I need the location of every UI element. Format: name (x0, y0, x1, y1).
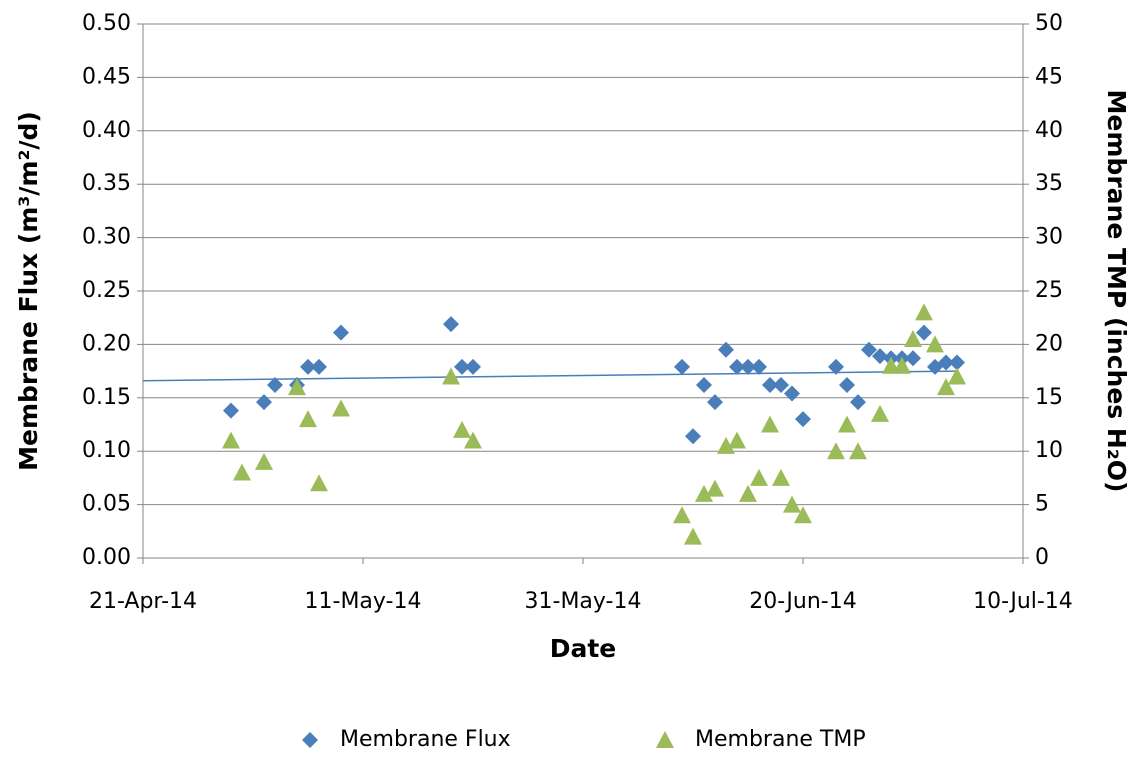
y2-tick-label: 45 (1035, 64, 1063, 89)
triangle-point (717, 436, 735, 454)
y2-tick-label: 20 (1035, 331, 1063, 356)
diamond-point (256, 394, 272, 411)
diamond-point (696, 376, 712, 393)
x-tick-label: 21-Apr-14 (89, 589, 197, 614)
x-tick-label: 10-Jul-14 (973, 589, 1073, 614)
triangle-point (838, 415, 856, 433)
triangle-point (904, 330, 922, 348)
triangle-point (222, 431, 240, 449)
diamond-point (443, 316, 459, 333)
triangle-point (706, 479, 724, 497)
triangle-point (233, 463, 251, 481)
triangle-point (464, 431, 482, 449)
diamond-point (861, 341, 877, 358)
diamond-point (850, 394, 866, 411)
x-tick-label: 20-Jun-14 (749, 589, 856, 614)
y-tick-label: 0.15 (82, 385, 131, 410)
diamond-point (949, 354, 965, 371)
diamond-point (828, 358, 844, 375)
triangle-point (849, 442, 867, 460)
y2-tick-label: 15 (1035, 385, 1063, 410)
diamond-point (795, 411, 811, 428)
diamond-point (674, 358, 690, 375)
x-tick-label: 31-May-14 (525, 589, 642, 614)
diamond-point (751, 358, 767, 375)
triangle-point (893, 356, 911, 374)
y2-tick-label: 40 (1035, 118, 1063, 143)
diamond-point (311, 358, 327, 375)
triangle-point (761, 415, 779, 433)
triangle-point (827, 442, 845, 460)
y2-tick-label: 35 (1035, 171, 1063, 196)
triangle-point (442, 367, 460, 385)
triangle-point (310, 474, 328, 492)
diamond-point (718, 341, 734, 358)
triangle-point (695, 484, 713, 502)
triangle-point (299, 410, 317, 428)
y-tick-label: 0.45 (82, 64, 131, 89)
y2-tick-label: 50 (1035, 11, 1063, 36)
y-tick-label: 0.00 (82, 545, 131, 570)
triangle-point (673, 506, 691, 524)
diamond-point (300, 358, 316, 375)
triangle-point (332, 399, 350, 417)
y2-tick-label: 0 (1035, 545, 1049, 570)
diamond-point (267, 376, 283, 393)
triangle-point (871, 404, 889, 422)
diamond-point (454, 358, 470, 375)
triangle-point (739, 484, 757, 502)
triangle-point (772, 468, 790, 486)
diamond-point (729, 358, 745, 375)
diamond-point (938, 354, 954, 371)
triangle-point (750, 468, 768, 486)
diamond-point (762, 376, 778, 393)
trendline (142, 370, 958, 382)
y2-tick-label: 5 (1035, 492, 1049, 517)
triangle-point (288, 378, 306, 396)
diamond-point (740, 358, 756, 375)
triangle-point (915, 303, 933, 321)
y-tick-label: 0.10 (82, 438, 131, 463)
diamond-point (905, 350, 921, 367)
legend-label: Membrane TMP (695, 727, 866, 752)
y-tick-label: 0.35 (82, 171, 131, 196)
y2-tick-label: 25 (1035, 278, 1063, 303)
diamond-point (872, 348, 888, 365)
triangle-point (937, 378, 955, 396)
y2-axis-title: Membrane TMP (inches H₂O) (1102, 90, 1131, 493)
y-tick-label: 0.20 (82, 331, 131, 356)
y-axis-title: Membrane Flux (m³/m²/d) (14, 111, 43, 471)
triangle-point (684, 527, 702, 545)
diamond-point (302, 732, 318, 748)
diamond-point (839, 376, 855, 393)
x-tick-label: 11-May-14 (305, 589, 422, 614)
legend-label: Membrane Flux (340, 727, 511, 752)
y2-tick-label: 10 (1035, 438, 1063, 463)
triangle-point (794, 506, 812, 524)
diamond-point (916, 324, 932, 341)
y-tick-label: 0.50 (82, 11, 131, 36)
triangle-point (926, 335, 944, 353)
y-tick-label: 0.25 (82, 278, 131, 303)
triangle-point (453, 420, 471, 438)
triangle-point (728, 431, 746, 449)
y-tick-label: 0.05 (82, 492, 131, 517)
diamond-point (707, 394, 723, 411)
diamond-point (465, 358, 481, 375)
triangle-point (255, 452, 273, 470)
triangle-point (656, 731, 674, 748)
diamond-point (773, 376, 789, 393)
triangle-point (783, 495, 801, 513)
diamond-point (784, 385, 800, 402)
y2-tick-label: 30 (1035, 225, 1063, 250)
diamond-point (223, 402, 239, 419)
x-axis-title: Date (550, 634, 617, 663)
diamond-point (685, 428, 701, 445)
diamond-point (333, 324, 349, 341)
y-tick-label: 0.40 (82, 118, 131, 143)
triangle-point (948, 367, 966, 385)
y-tick-label: 0.30 (82, 225, 131, 250)
